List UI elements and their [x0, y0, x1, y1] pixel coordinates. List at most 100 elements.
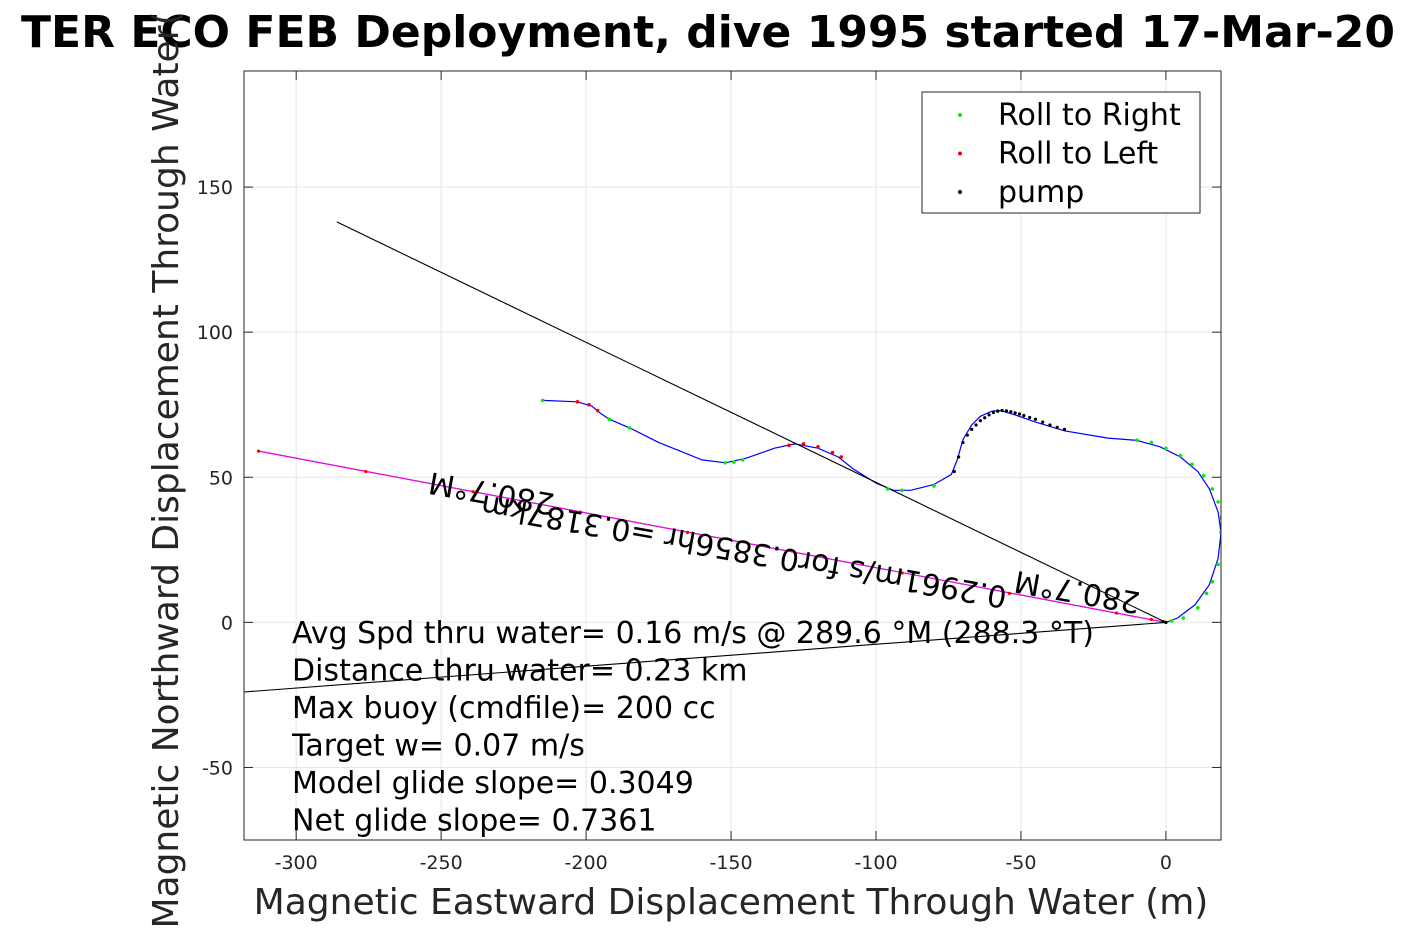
pump-marker — [978, 419, 982, 423]
pump-marker — [957, 455, 961, 459]
roll-left-marker — [256, 449, 261, 453]
roll-right-marker — [1210, 579, 1215, 584]
roll-left-marker — [816, 444, 820, 449]
roll-left-marker — [830, 450, 835, 455]
chart-title: TER ECO FEB Deployment, dive 1995 starte… — [21, 7, 1395, 58]
pump-marker — [1164, 620, 1168, 624]
pump-marker — [961, 440, 965, 445]
roll-right-marker — [740, 458, 745, 462]
roll-left-marker — [1149, 617, 1154, 622]
roll-left-marker — [575, 400, 580, 404]
roll-left-marker — [900, 571, 904, 575]
roll-right-marker — [932, 484, 936, 488]
roll-right-marker — [732, 460, 736, 464]
heading-line — [244, 621, 1166, 693]
roll-left-marker — [471, 490, 475, 494]
roll-left-marker — [1115, 611, 1119, 615]
y-tick-label: 0 — [221, 612, 233, 634]
roll-right-marker — [1216, 562, 1220, 567]
roll-right-marker — [1190, 462, 1194, 467]
roll-right-marker — [1210, 487, 1215, 491]
plot-frame — [243, 70, 1222, 841]
roll-right-marker — [885, 487, 890, 491]
pump-marker — [1028, 415, 1032, 420]
x-tick-label: -100 — [854, 852, 897, 874]
pump-marker — [983, 416, 987, 420]
x-tick-label: 0 — [1160, 852, 1172, 874]
roll-right-marker — [1149, 440, 1154, 445]
axis-ticks: -300 -250 -200 -150 -100 -50 0 -50 0 50 100 150 — [197, 71, 1221, 874]
pump-marker — [996, 409, 1000, 413]
grid — [244, 71, 1221, 840]
annotation-line: Model glide slope= 0.3049 — [292, 766, 694, 801]
pump-marker — [1004, 409, 1009, 413]
annotation-line: Distance thru water= 0.23 km — [292, 654, 747, 689]
roll-right-marker — [1178, 453, 1183, 458]
pump-marker — [1055, 425, 1059, 429]
roll-left-marker — [793, 551, 797, 555]
legend-label: Roll to Right — [998, 98, 1181, 133]
annotation-line: Target w= 0.07 m/s — [291, 729, 585, 764]
roll-right-marker — [540, 398, 545, 403]
roll-right-marker — [1201, 474, 1206, 478]
roll-left-marker — [364, 469, 368, 474]
annotation-line: Avg Spd thru water= 0.16 m/s @ 289.6 °M … — [292, 616, 1094, 651]
pump-marker — [991, 410, 996, 415]
legend-marker — [958, 190, 962, 194]
pump-marker — [1000, 408, 1004, 413]
roll-right-marker — [607, 417, 612, 422]
pump-marker — [1048, 423, 1052, 427]
pump-marker — [965, 433, 969, 437]
heading-line — [336, 221, 1167, 623]
pump-marker — [1041, 420, 1045, 424]
y-tick-label: -50 — [202, 757, 233, 779]
roll-right-marker — [1204, 591, 1209, 596]
pump-marker — [1033, 417, 1038, 421]
y-tick-label: 50 — [209, 467, 233, 489]
legend-label: pump — [998, 175, 1084, 210]
roll-right-marker — [723, 460, 728, 465]
x-axis-label: Magnetic Eastward Displacement Through W… — [254, 882, 1209, 923]
roll-left-marker — [801, 442, 806, 446]
pump-marker — [1161, 619, 1165, 624]
roll-right-marker — [1164, 446, 1168, 451]
x-tick-label: -200 — [565, 852, 608, 874]
annotation-line: Net glide slope= 0.7361 — [292, 804, 656, 839]
heading-line — [258, 450, 1167, 623]
roll-right-marker — [1169, 619, 1174, 623]
legend-label: Roll to Left — [998, 137, 1158, 172]
roll-left-marker — [787, 443, 791, 448]
pump-marker — [952, 469, 956, 474]
y-axis-label: Magnetic Northward Displacement Through … — [146, 11, 187, 928]
x-tick-label: -150 — [709, 852, 752, 874]
legend-marker — [958, 151, 962, 156]
roll-right-marker — [1216, 500, 1220, 504]
glider-track-line — [542, 399, 1221, 623]
roll-left-marker — [685, 530, 690, 535]
roll-right-marker — [900, 488, 904, 493]
x-tick-label: -250 — [420, 852, 463, 874]
annotation-block: Avg Spd thru water= 0.16 m/s @ 289.6 °M … — [291, 616, 1094, 839]
roll-right-marker — [627, 426, 632, 430]
pump-marker — [1022, 413, 1026, 418]
pump-marker — [987, 413, 991, 417]
x-tick-label: -50 — [1005, 852, 1036, 874]
pump-marker — [1062, 427, 1067, 431]
y-tick-label: 100 — [197, 322, 233, 344]
pump-marker — [1017, 412, 1022, 416]
roll-right-marker — [1135, 438, 1139, 442]
x-tick-label: -300 — [275, 852, 318, 874]
annotation-line: Max buoy (cmdfile)= 200 cc — [292, 691, 716, 726]
legend-marker — [958, 113, 962, 117]
roll-right-marker — [1181, 616, 1186, 620]
plot-content — [244, 221, 1221, 693]
roll-left-marker — [1007, 591, 1011, 595]
y-tick-label: 150 — [197, 177, 233, 199]
legend-box — [921, 91, 1201, 214]
roll-left-marker — [578, 510, 582, 514]
roll-left-marker — [839, 455, 844, 459]
pump-marker — [974, 423, 978, 427]
roll-left-marker — [587, 402, 591, 407]
